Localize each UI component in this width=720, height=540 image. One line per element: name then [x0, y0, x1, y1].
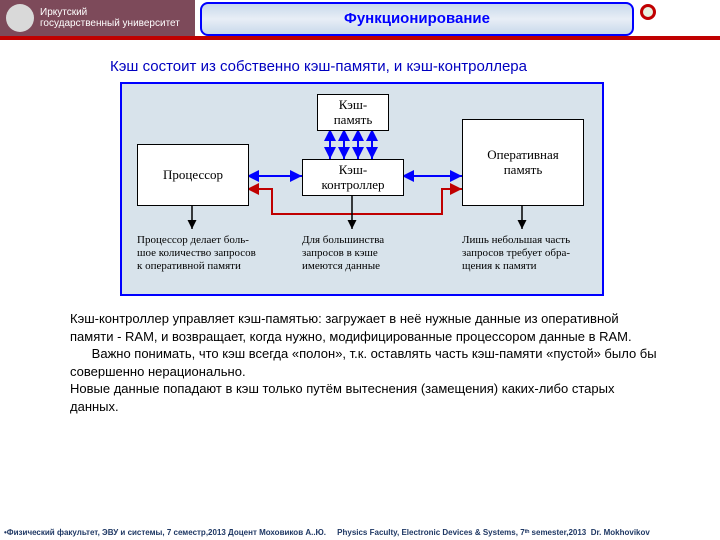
decorative-bullet [640, 4, 656, 20]
cache-diagram: Кэш-память Процессор Кэш-контроллер Операти… [120, 82, 604, 296]
logo-line1: Иркутский [40, 7, 180, 18]
caption-ram: Лишь небольшая частьзапросов требует обр… [462, 234, 597, 274]
body-paragraph: Кэш-контроллер управляет кэш-памятью: за… [70, 310, 660, 415]
logo-emblem [6, 4, 34, 32]
caption-proc: Процессор делает боль-шое количество зап… [137, 234, 277, 274]
node-processor: Процессор [137, 144, 249, 206]
top-bar: Иркутский государственный университет Фу… [0, 0, 720, 40]
node-cache_ctrl: Кэш-контроллер [302, 159, 404, 196]
slide-title: Функционирование [200, 2, 634, 36]
university-logo: Иркутский государственный университет [0, 0, 195, 36]
footer-content: •Физический факультет, ЭВУ и системы, 7 … [4, 528, 650, 537]
subtitle-text: Кэш состоит из собственно кэш-памяти, и … [110, 58, 527, 75]
caption-cache: Для большинствазапросов в кэшеимеются да… [302, 234, 422, 274]
logo-text: Иркутский государственный университет [40, 7, 180, 29]
footer-text: •Физический факультет, ЭВУ и системы, 7 … [0, 525, 720, 540]
node-cache_mem: Кэш-память [317, 94, 389, 131]
logo-line2: государственный университет [40, 18, 180, 29]
node-ram: Оперативнаяпамять [462, 119, 584, 206]
